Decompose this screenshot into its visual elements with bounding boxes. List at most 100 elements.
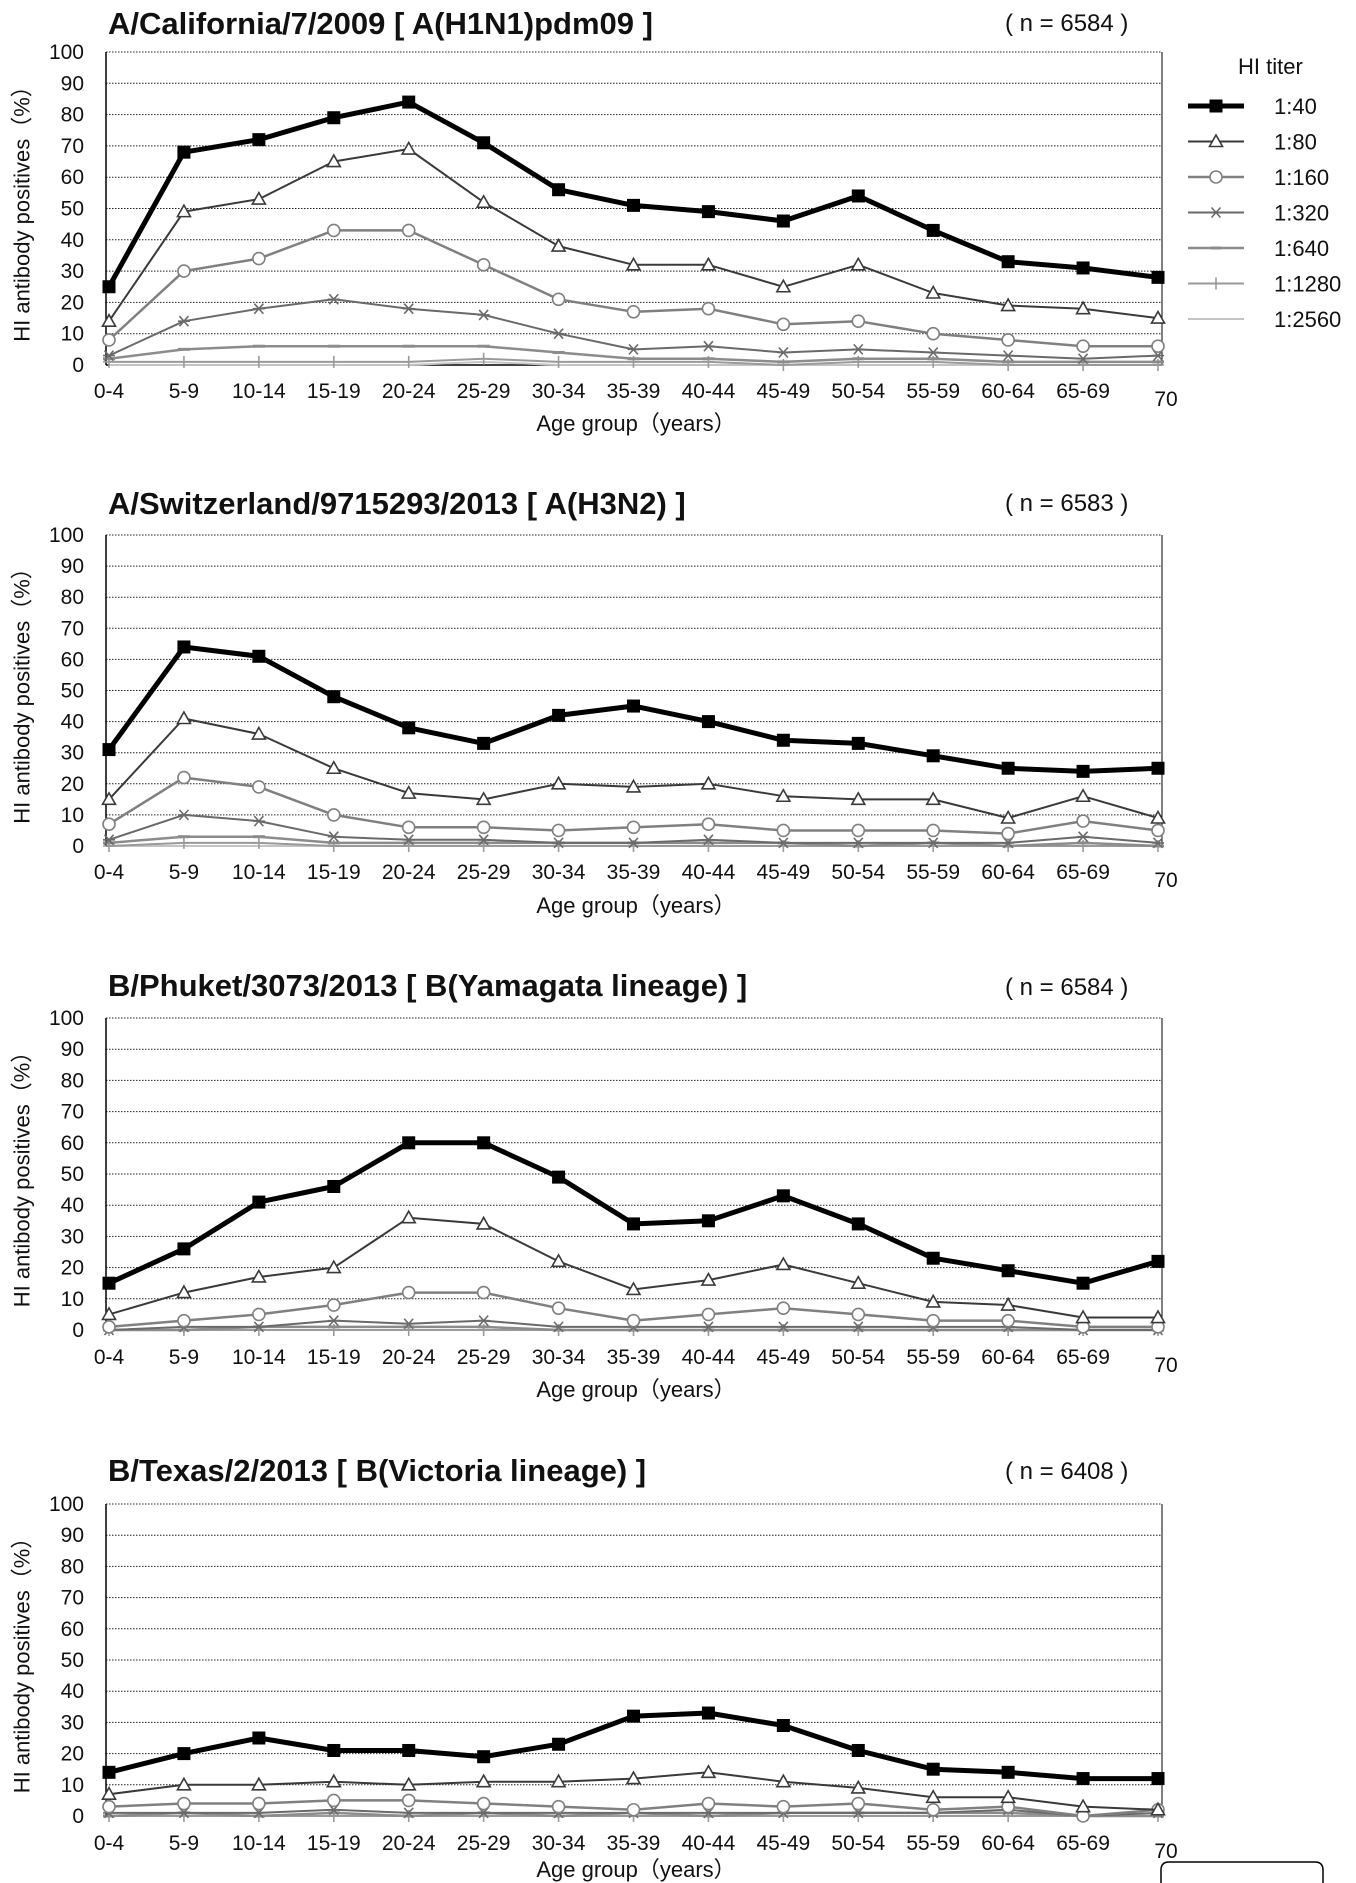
data-point	[702, 1321, 715, 1333]
x-tick-label: 5-9	[169, 380, 199, 403]
data-point	[852, 1321, 865, 1333]
data-point	[850, 1275, 867, 1289]
data-point	[1001, 333, 1015, 347]
data-point	[701, 301, 716, 316]
legend-entry: 1:160	[1188, 165, 1329, 190]
y-tick-label: 60	[61, 648, 84, 671]
data-point	[777, 837, 790, 849]
x-tick-label: 0-4	[94, 861, 125, 884]
x-tick-label: 55-59	[906, 1346, 960, 1369]
y-tick-label: 90	[61, 1038, 84, 1061]
data-point	[327, 1315, 340, 1327]
y-tick-label: 80	[61, 586, 84, 609]
y-tick-label: 100	[49, 524, 84, 547]
series-line	[108, 229, 1158, 348]
x-tick-label: 50-54	[831, 1832, 885, 1855]
data-point	[552, 1737, 566, 1751]
data-point	[327, 1179, 341, 1193]
data-point	[1151, 1772, 1165, 1786]
x-tick-label: 15-19	[307, 380, 361, 403]
data-point	[476, 1796, 491, 1811]
data-point	[701, 817, 716, 832]
x-tick-label: 30-34	[532, 861, 586, 884]
data-point	[477, 834, 490, 846]
data-point	[550, 237, 567, 252]
data-point	[625, 1281, 642, 1296]
data-point	[103, 834, 115, 846]
data-point	[701, 1796, 716, 1811]
x-tick-label: 70	[1154, 869, 1177, 892]
data-point	[477, 1315, 490, 1327]
y-tick-label: 100	[49, 1493, 84, 1516]
data-point	[400, 140, 417, 155]
data-point	[1001, 1264, 1015, 1278]
data-point	[102, 1765, 116, 1779]
data-point	[476, 258, 491, 272]
sample-size-label: ( n = 6584 )	[1005, 10, 1128, 37]
data-point	[1152, 837, 1164, 849]
x-tick-label: 10-14	[232, 861, 286, 884]
y-tick-label: 0	[72, 1319, 84, 1342]
data-point	[327, 831, 340, 843]
data-point	[401, 223, 416, 238]
x-tick-label: 50-54	[831, 1346, 885, 1369]
x-tick-label: 35-39	[607, 1832, 661, 1855]
data-point	[627, 699, 640, 713]
data-point	[325, 153, 342, 168]
data-point	[1150, 1801, 1166, 1816]
x-tick-label: 5-9	[169, 1832, 199, 1855]
x-tick-label: 20-24	[382, 1346, 436, 1369]
data-point	[851, 189, 865, 203]
data-point	[252, 133, 266, 147]
series-line	[108, 148, 1159, 322]
data-point	[1151, 1254, 1165, 1268]
data-point	[252, 251, 266, 266]
y-tick-label: 10	[61, 1774, 84, 1797]
series-1-160	[102, 1793, 1165, 1823]
data-point	[477, 136, 491, 150]
data-point	[777, 1321, 790, 1333]
data-point	[627, 198, 640, 212]
data-point	[1076, 261, 1090, 275]
data-point	[851, 1217, 865, 1231]
data-point	[700, 256, 717, 271]
data-point	[625, 256, 642, 271]
legend-swatch-marker	[1208, 133, 1224, 148]
y-tick-label: 40	[61, 229, 84, 252]
data-point	[177, 355, 190, 368]
data-point	[926, 1762, 940, 1776]
y-axis-label: HI antibody positives（%）	[10, 557, 35, 824]
data-point	[776, 1719, 790, 1733]
data-point	[475, 194, 492, 209]
legend-swatch-marker	[1210, 277, 1222, 290]
data-point	[252, 836, 265, 849]
legend-title: HI titer	[1238, 54, 1303, 79]
data-point	[102, 1320, 116, 1334]
legend-label: 1:40	[1274, 94, 1317, 119]
data-point	[327, 1743, 341, 1757]
x-tick-label: 40-44	[682, 861, 736, 884]
legend-label: 1:320	[1274, 201, 1329, 226]
data-point	[325, 1773, 342, 1788]
data-point	[177, 809, 190, 821]
data-point	[1000, 809, 1017, 824]
legend: HI titer 1:40 1:80 1:160 1:320 1:640 1:1280 1:2…	[1188, 54, 1341, 332]
data-point	[176, 1284, 192, 1299]
data-point	[177, 1747, 191, 1761]
data-point	[775, 1256, 792, 1271]
data-point	[176, 203, 192, 218]
y-tick-label: 10	[61, 1288, 84, 1311]
y-tick-label: 0	[72, 354, 84, 377]
y-tick-label: 70	[61, 135, 84, 158]
data-point	[702, 340, 715, 352]
x-tick-label: 65-69	[1056, 1346, 1110, 1369]
x-tick-label: 55-59	[906, 380, 960, 403]
data-point	[327, 111, 341, 125]
data-point	[851, 1307, 866, 1322]
corner-box-edge	[1160, 1861, 1324, 1883]
data-point	[1075, 788, 1091, 803]
data-point	[701, 1214, 715, 1228]
data-point	[851, 1796, 866, 1811]
data-point	[776, 317, 791, 332]
data-point	[1151, 339, 1165, 354]
